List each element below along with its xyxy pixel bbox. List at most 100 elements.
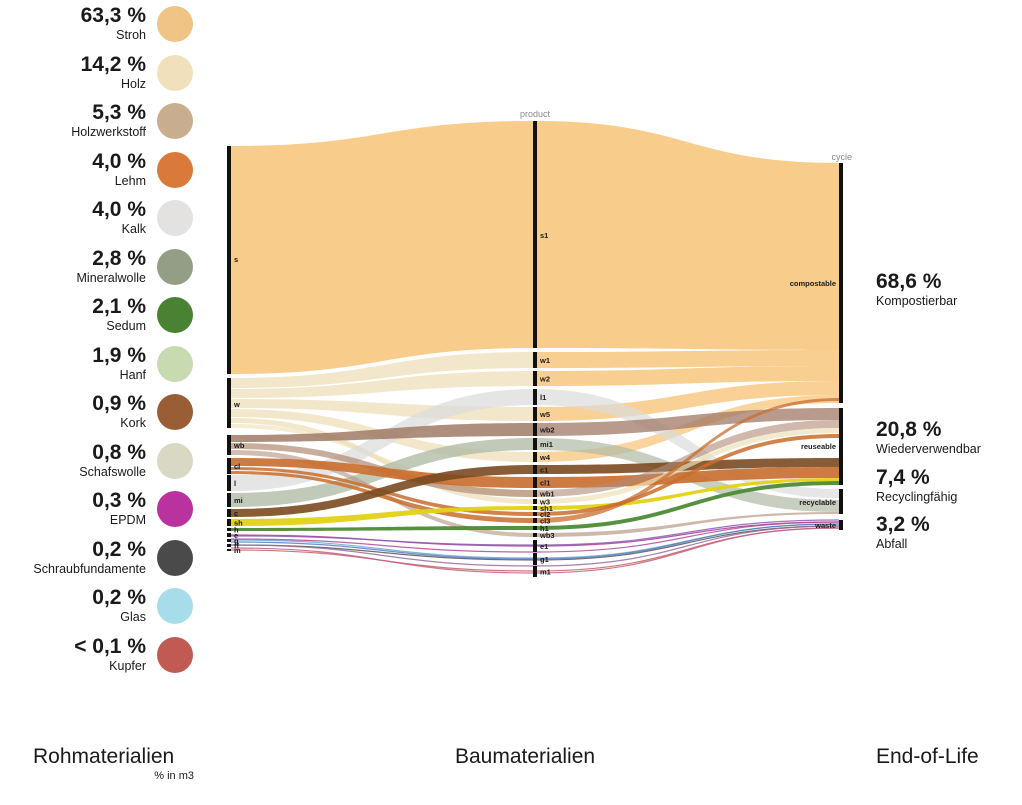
target-node-label: waste [814,521,836,530]
legend-swatch [157,394,193,430]
flow-minor-right [534,519,840,546]
legend-label: Lehm [114,173,146,188]
legend-item-glas: 0,2 % Glas [0,582,200,630]
source-node-s [227,146,231,374]
legend-label: Hanf [119,367,146,382]
column-label-cycle: cycle [831,152,852,162]
flow-minor-left [230,535,536,546]
flow-s-s1 [231,121,535,374]
flow-c-c1 [231,465,535,517]
product-node-wb3 [533,533,537,537]
flow-minor-left [230,547,536,574]
target-node-label: recyclable [799,498,836,507]
flow-w-w1 [231,352,535,388]
product-node-label: g1 [540,555,549,564]
product-node-label: cl1 [540,479,550,488]
legend-percent: 0,2 % [92,586,146,609]
legend-percent: 1,9 % [92,343,146,367]
legend-swatch [157,491,193,527]
legend-item-kalk: 4,0 % Kalk [0,194,200,242]
product-node-wb1 [533,490,537,497]
product-node-s1 [533,121,537,348]
eol-recyclable: 7,4 % Recyclingfähig [876,466,957,505]
flow-minor-left [230,544,536,567]
flow-h1-reuseable [535,481,839,530]
flow-sh-sh1 [231,506,535,526]
source-node-label: cl [234,462,240,471]
legend-percent: 5,3 % [92,101,146,124]
product-node-e1 [533,540,537,552]
legend-item-schafswolle: 0,8 % Schafswolle [0,437,200,485]
flow-w2-compostable [535,366,839,386]
product-node-w1 [533,352,537,368]
product-node-label: h1 [540,524,549,533]
target-node-label: reuseable [801,442,836,451]
legend-label: Schraubfundamente [33,561,146,576]
legend-label: Stroh [116,28,146,42]
legend-swatch [157,297,193,333]
source-node-label: sh [234,519,243,528]
target-node-recyclable [839,489,843,514]
legend-swatch [157,200,193,236]
legend-percent: 0,8 % [92,440,146,464]
eol-reuseable: 20,8 % Wiederverwendbar [876,418,981,457]
legend-label: Mineralwolle [76,270,146,285]
flow-w3-reuseable [535,428,839,504]
source-node-l [227,475,231,491]
product-node-label: sh1 [540,504,553,513]
legend-swatch [157,588,193,624]
product-node-label: w2 [539,375,550,384]
product-node-cl3 [533,518,537,523]
source-node-label: e [234,531,238,540]
legend-label: Sedum [106,319,146,333]
flow-l-l1 [231,389,535,491]
product-node-w3 [533,499,537,504]
legend-item-mineralwolle: 2,8 % Mineralwolle [0,243,200,291]
legend-percent: 0,3 % [92,489,146,512]
legend-label: Glas [120,610,146,624]
product-node-label: mi1 [540,440,553,449]
source-node-w [227,378,231,428]
legend-swatch [157,636,193,673]
flow-w4-compostable [535,395,839,462]
footer-raw-materials-unit: % in m3 [154,770,194,782]
legend-swatch [157,539,193,576]
product-node-label: w5 [539,410,550,419]
source-node-label: l [234,479,236,488]
eol-percent: 3,2 % [876,513,930,536]
product-node-label: e1 [540,542,548,551]
source-node-ff [227,544,231,547]
product-node-wb2 [533,423,537,436]
source-node-cl [227,458,231,474]
source-node-h [227,528,231,531]
sankey-nodes [227,121,843,577]
footer-raw-materials-title: Rohmaterialien [33,745,175,768]
legend-label: Holz [120,76,146,91]
flow-wb3-recyclable [535,512,839,537]
legend-percent: 63,3 % [80,4,146,27]
product-node-sh1 [533,506,537,510]
flow-minor-left [230,538,536,553]
legend-label: EPDM [109,513,146,527]
flow-g-g1 [230,539,536,559]
sankey-flows [230,121,840,574]
product-node-label: wb3 [539,531,555,540]
legend-percent: 14,2 % [80,52,146,76]
flow-sh1-reuseable [535,478,839,510]
product-node-label: s1 [540,231,548,240]
product-node-g1 [533,553,537,565]
legend-percent: 4,0 % [92,198,146,221]
product-node-label: wb1 [539,490,555,499]
product-node-l1 [533,389,537,405]
target-node-reuseable [839,408,843,485]
footer-building-materials-title: Baumaterialien [455,745,596,768]
legend-item-kork: 0,9 % Kork [0,388,200,436]
legend-swatch [157,151,193,188]
source-node-sh [227,519,231,526]
flow-l1-recyclable [535,389,839,498]
legend-label: Kupfer [109,658,146,673]
product-node-label: cl2 [540,510,550,519]
flow-minor-left [230,541,536,560]
